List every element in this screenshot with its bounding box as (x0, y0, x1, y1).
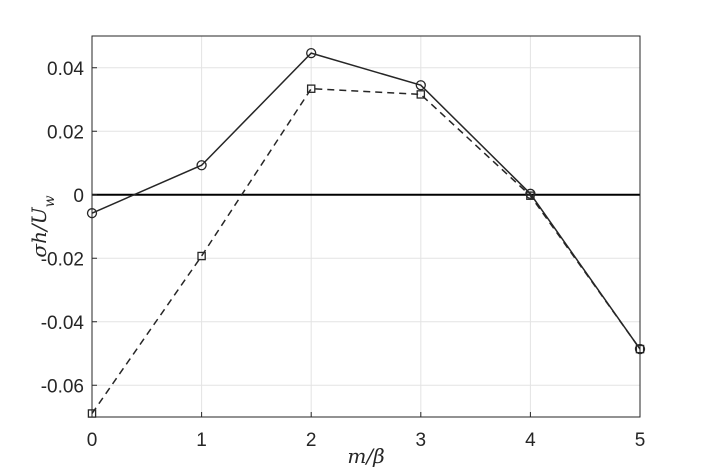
grid (91, 36, 641, 417)
series-1-line (91, 52, 641, 350)
data-point-square (526, 191, 535, 200)
x-axis-label: m/β (347, 444, 384, 468)
x-tick-label: 3 (416, 430, 427, 451)
data-point-circle (196, 160, 207, 171)
series-layer (86, 47, 646, 418)
x-tick-label: 2 (306, 430, 317, 451)
x-axis-ticks: 0 1 2 3 4 5 (87, 412, 646, 451)
x-tick-label: 0 (87, 430, 98, 451)
data-point-circle (525, 188, 536, 199)
x-tick-label: 1 (196, 430, 207, 451)
data-point-circle (415, 80, 426, 91)
data-point-square (197, 251, 206, 261)
data-point-circle (306, 47, 317, 59)
y-tick-label: 0.04 (47, 59, 84, 80)
data-point-square (416, 90, 426, 99)
y-tick-label: 0.02 (47, 122, 84, 143)
y-tick-label: -0.04 (41, 313, 85, 334)
data-point-square (306, 84, 316, 93)
series-2-line (91, 87, 641, 414)
y-axis-ticks: -0.06 -0.04 -0.02 0 0.02 0.04 (41, 59, 97, 397)
y-tick-label: 0 (73, 186, 84, 207)
series-1 (86, 47, 646, 355)
plot-area-frame (91, 35, 641, 418)
y-tick-label: -0.06 (41, 376, 84, 397)
series-2 (87, 84, 645, 418)
x-tick-label: 4 (525, 430, 536, 451)
x-tick-label: 5 (635, 430, 646, 451)
y-axis-label: σh/Uw (27, 195, 58, 257)
y-tick-label: -0.02 (41, 249, 84, 270)
